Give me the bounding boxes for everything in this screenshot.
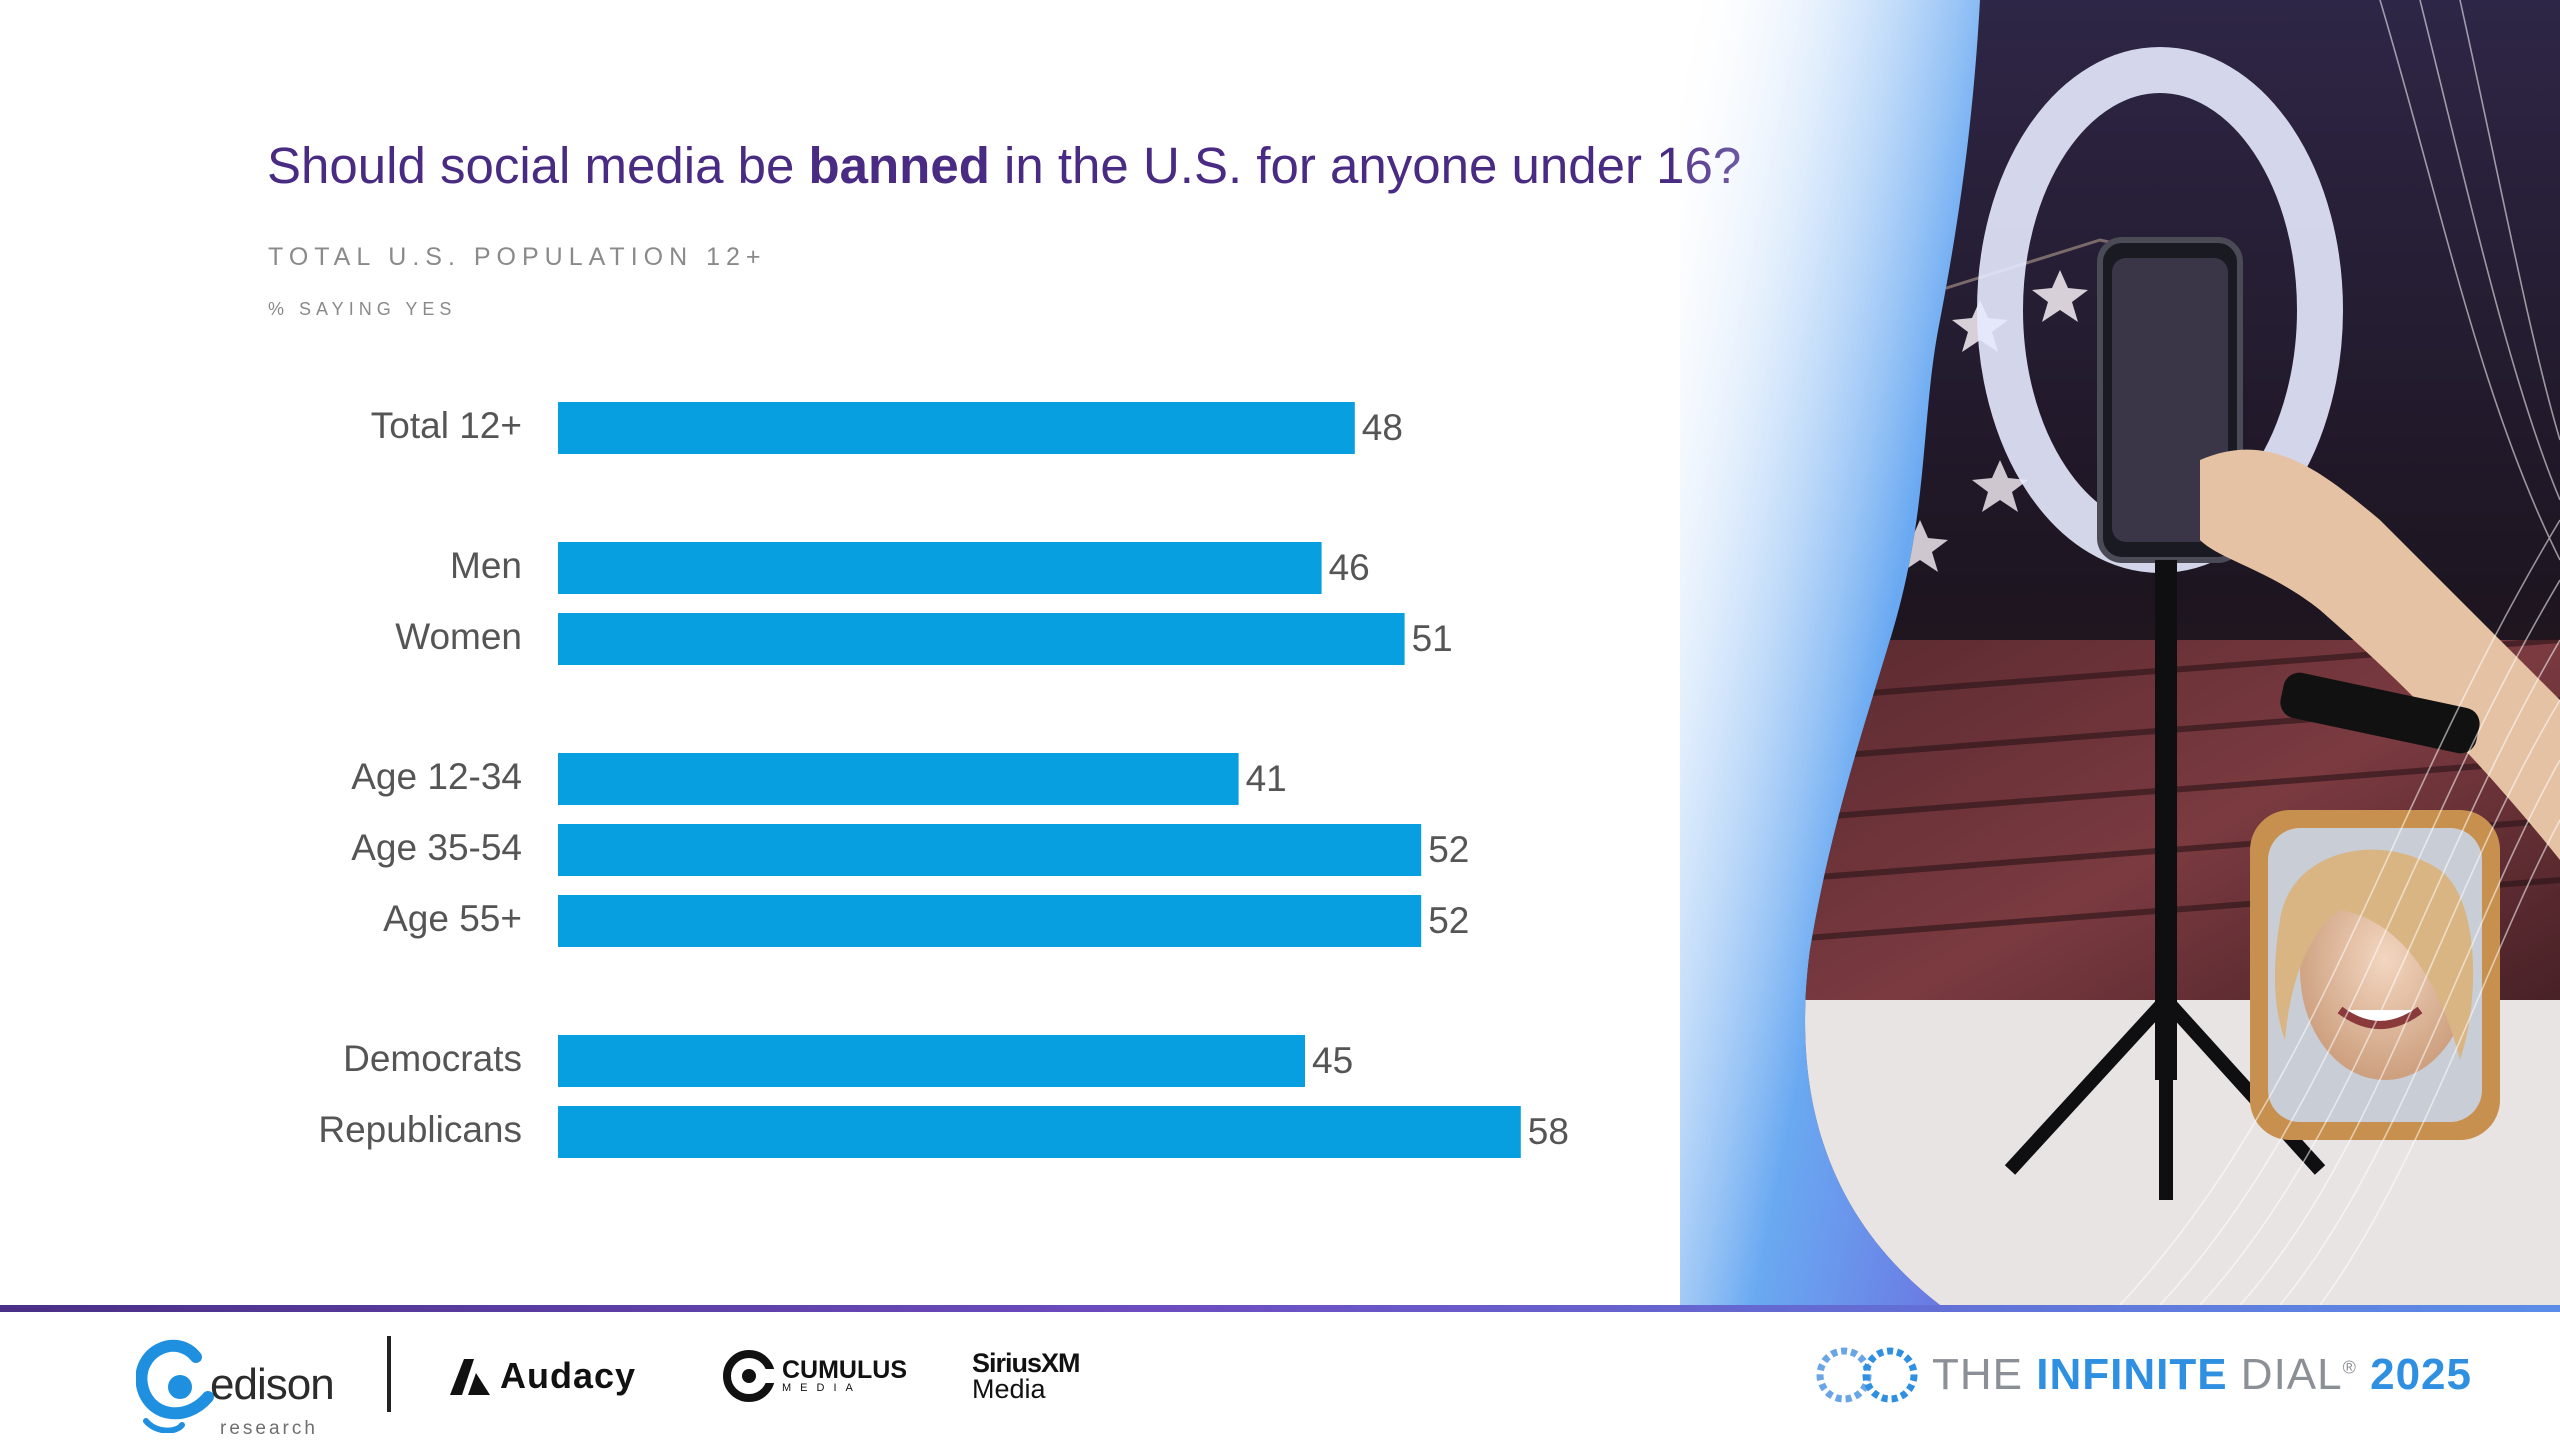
bar (558, 895, 1422, 947)
edison-subtitle: research (220, 1418, 318, 1439)
category-label: Total 12+ (371, 405, 522, 446)
title-prefix: Should social media be (267, 137, 809, 194)
category-label: Democrats (343, 1038, 522, 1079)
category-label: Men (450, 545, 522, 586)
audacy-wordmark: Audacy (500, 1355, 637, 1396)
hero-photo (1680, 0, 2560, 1305)
cumulus-wordmark: CUMULUS (782, 1356, 907, 1384)
cumulus-media-logo: CUMULUS MEDIA (722, 1346, 907, 1406)
cumulus-text: CUMULUS MEDIA (782, 1356, 907, 1395)
value-label: 41 (1246, 758, 1287, 799)
value-label: 52 (1428, 900, 1469, 941)
footer: edison research Audacy CUMULUS MEDIA Sir… (0, 1312, 2560, 1440)
audacy-mark-icon (450, 1359, 490, 1395)
dial-year: 2025 (2370, 1350, 2472, 1399)
value-label: 52 (1428, 829, 1469, 870)
edison-wordmark: edison (210, 1360, 335, 1409)
chart-title: Should social media be banned in the U.S… (267, 136, 1741, 195)
infinite-dial-wordmark: THE INFINITE DIAL® 2025 (1932, 1350, 2472, 1400)
value-label: 45 (1312, 1040, 1353, 1081)
bar-chart: Total 12+ 48 Men 46 Women 51 Age 12-34 41 Age 35… (318, 402, 1569, 1158)
category-label: Women (395, 616, 522, 657)
logo-divider (387, 1336, 391, 1412)
footer-divider-line (0, 1305, 2560, 1312)
bar (558, 753, 1239, 805)
edison-swirl-icon (136, 1339, 214, 1433)
infinite-dial-icon (1816, 1347, 1918, 1403)
chart-subtitle: TOTAL U.S. POPULATION 12+ (268, 243, 767, 271)
siriusxm-media-logo: SiriusXM Media (972, 1348, 1081, 1404)
category-label: Age 55+ (383, 898, 522, 939)
cumulus-subtitle: MEDIA (782, 1382, 862, 1394)
siriusxm-wordmark: SiriusXM (972, 1348, 1081, 1378)
bar (558, 402, 1355, 454)
measure-label: % SAYING YES (268, 299, 457, 319)
dial-suffix: DIAL (2227, 1350, 2343, 1399)
title-suffix: in the U.S. for anyone under 16? (989, 137, 1742, 194)
photo-illustration (1680, 0, 2560, 1305)
category-label: Age 35-54 (351, 827, 522, 868)
bar (558, 1106, 1521, 1158)
bar (558, 1035, 1305, 1087)
cumulus-c-icon (723, 1350, 776, 1402)
value-label: 48 (1362, 407, 1403, 448)
siriusxm-media-text: Media (972, 1374, 1046, 1404)
audacy-logo: Audacy (446, 1346, 636, 1406)
bar (558, 824, 1422, 876)
bar (558, 542, 1322, 594)
value-label: 51 (1412, 618, 1453, 659)
dial-emphasis: INFINITE (2036, 1350, 2228, 1399)
category-label: Age 12-34 (351, 756, 522, 797)
infinite-dial-logo: THE INFINITE DIAL® 2025 (1812, 1342, 2472, 1408)
value-label: 58 (1528, 1111, 1569, 1152)
bar (558, 613, 1405, 665)
dial-trademark: ® (2342, 1357, 2357, 1378)
value-label: 46 (1329, 547, 1370, 588)
title-emphasis: banned (808, 137, 990, 194)
dial-prefix: THE (1932, 1350, 2037, 1399)
category-label: Republicans (318, 1109, 522, 1150)
edison-research-logo: edison research (136, 1330, 376, 1440)
